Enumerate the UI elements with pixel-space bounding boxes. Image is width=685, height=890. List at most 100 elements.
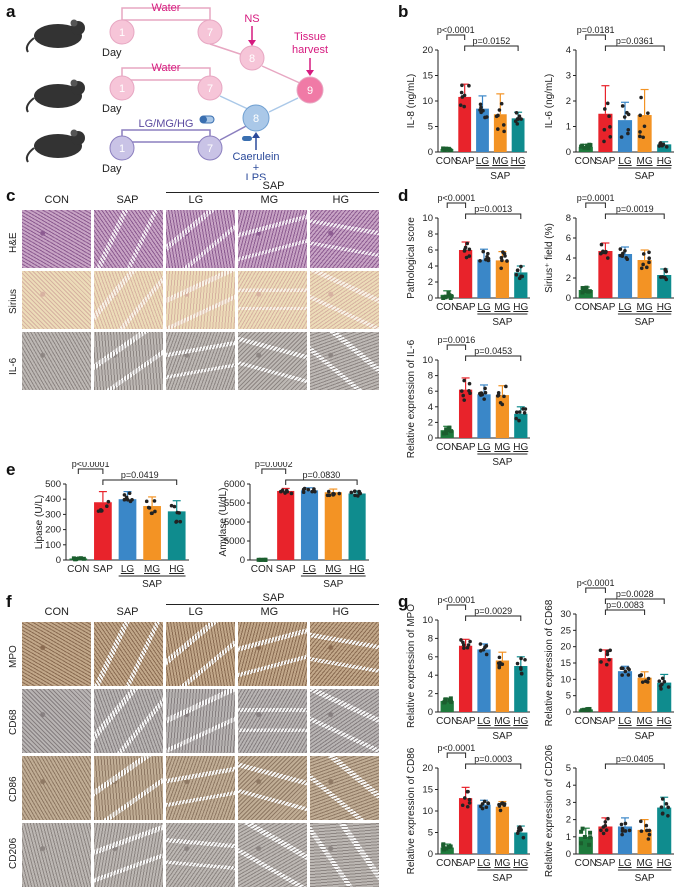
x-tick-label: SAP [456, 858, 476, 869]
x-tick-label: SAP [276, 564, 296, 575]
y-axis-label: Relative expression of IL-6 [406, 339, 417, 458]
row-label-cd206: CD206 [8, 837, 19, 869]
x-tick-label: MG [494, 302, 510, 313]
y-tick-label: 15 [422, 785, 433, 796]
day-node-1: 1 [119, 143, 125, 155]
bar-lg [477, 394, 491, 438]
p-value-label: p=0.0181 [577, 25, 615, 35]
bar-sap [458, 389, 473, 438]
data-point [521, 407, 525, 411]
bar-sap [598, 113, 613, 152]
data-point [638, 134, 642, 139]
data-point [502, 394, 506, 399]
data-point [497, 665, 502, 670]
x-tick-label: MG [637, 156, 653, 167]
data-point [647, 260, 651, 265]
data-point [639, 95, 643, 100]
x-tick-label: HG [657, 302, 672, 313]
data-point [666, 685, 671, 689]
y-tick-label: 10 [422, 355, 433, 366]
significance-bracket [285, 479, 358, 485]
sap-group-line [166, 604, 379, 605]
y-tick-label: 6 [566, 233, 571, 244]
x-tick-label: CON [436, 302, 458, 313]
data-point [585, 143, 590, 148]
bar-hg [657, 275, 672, 298]
data-point [515, 122, 520, 126]
data-point [446, 291, 451, 296]
data-point [461, 393, 466, 398]
data-point [441, 846, 446, 851]
significance-bracket [102, 479, 178, 485]
bar-lg [617, 120, 633, 152]
y-tick-label: 20 [422, 45, 433, 56]
model-node-8: 8 [253, 113, 259, 125]
data-point [306, 487, 311, 492]
water-label-2: Water [152, 62, 181, 74]
data-point [523, 657, 527, 662]
data-point [486, 251, 490, 256]
bar-mg [493, 114, 507, 152]
sap-group-header: SAP [262, 180, 285, 192]
y-tick-label: 0 [428, 433, 433, 444]
data-point [626, 131, 630, 136]
y-tick-label: 8 [428, 371, 433, 382]
data-point [263, 557, 268, 562]
data-point [467, 254, 472, 258]
data-point [599, 660, 603, 664]
data-point [449, 700, 454, 705]
data-point [582, 834, 587, 839]
y-tick-label: 3 [566, 71, 571, 82]
data-point [639, 266, 644, 271]
micrograph-cd68-sap [94, 689, 163, 753]
data-point [312, 487, 316, 491]
data-point [441, 296, 446, 300]
x-tick-label: CON [251, 564, 273, 575]
p-value-label: p=0.0419 [121, 470, 159, 480]
column-header-mg: MG [260, 606, 279, 618]
p-value-label: p=0.0002 [255, 462, 293, 469]
data-point [448, 844, 453, 849]
x-tick-label: LG [476, 156, 490, 167]
y-tick-label: 15 [422, 71, 433, 82]
data-point [666, 813, 670, 818]
bar-hg [511, 118, 525, 152]
data-point [602, 139, 606, 144]
data-point [478, 642, 483, 646]
panel-label-b: b [398, 2, 409, 21]
water-label-1: Water [152, 2, 181, 14]
x-tick-label: CON [436, 858, 458, 869]
micrograph-il6-hg [310, 332, 379, 390]
data-point [496, 127, 500, 131]
data-point [105, 504, 109, 509]
sap-group-line [166, 192, 379, 193]
data-point [659, 805, 664, 809]
data-point [621, 251, 625, 256]
data-point [645, 265, 649, 270]
y-tick-label: 0 [566, 293, 571, 304]
panel-label-g: g [398, 592, 409, 611]
column-header-lg: LG [188, 194, 204, 206]
data-point [641, 252, 646, 256]
p-value-label: p=0.0013 [474, 204, 512, 214]
data-point [620, 826, 625, 831]
data-point [124, 495, 129, 500]
row-label-mpo: MPO [8, 645, 19, 668]
data-point [356, 494, 360, 498]
data-point [325, 493, 330, 498]
data-point [326, 489, 331, 494]
sap-group-label: SAP [490, 171, 510, 182]
p-value-label: p=0.0361 [616, 36, 654, 46]
row-label-il6: IL-6 [8, 357, 19, 375]
x-tick-label: CON [67, 564, 89, 575]
y-tick-label: 5000 [224, 517, 245, 528]
y-axis-label: Sirius⁺ field (%) [544, 223, 555, 293]
y-tick-label: 0 [428, 147, 433, 158]
significance-bracket [446, 34, 466, 40]
data-point [147, 506, 152, 510]
data-point [484, 652, 489, 657]
y-tick-label: 0 [566, 147, 571, 158]
data-point [459, 389, 464, 393]
bar-mg [495, 806, 510, 854]
